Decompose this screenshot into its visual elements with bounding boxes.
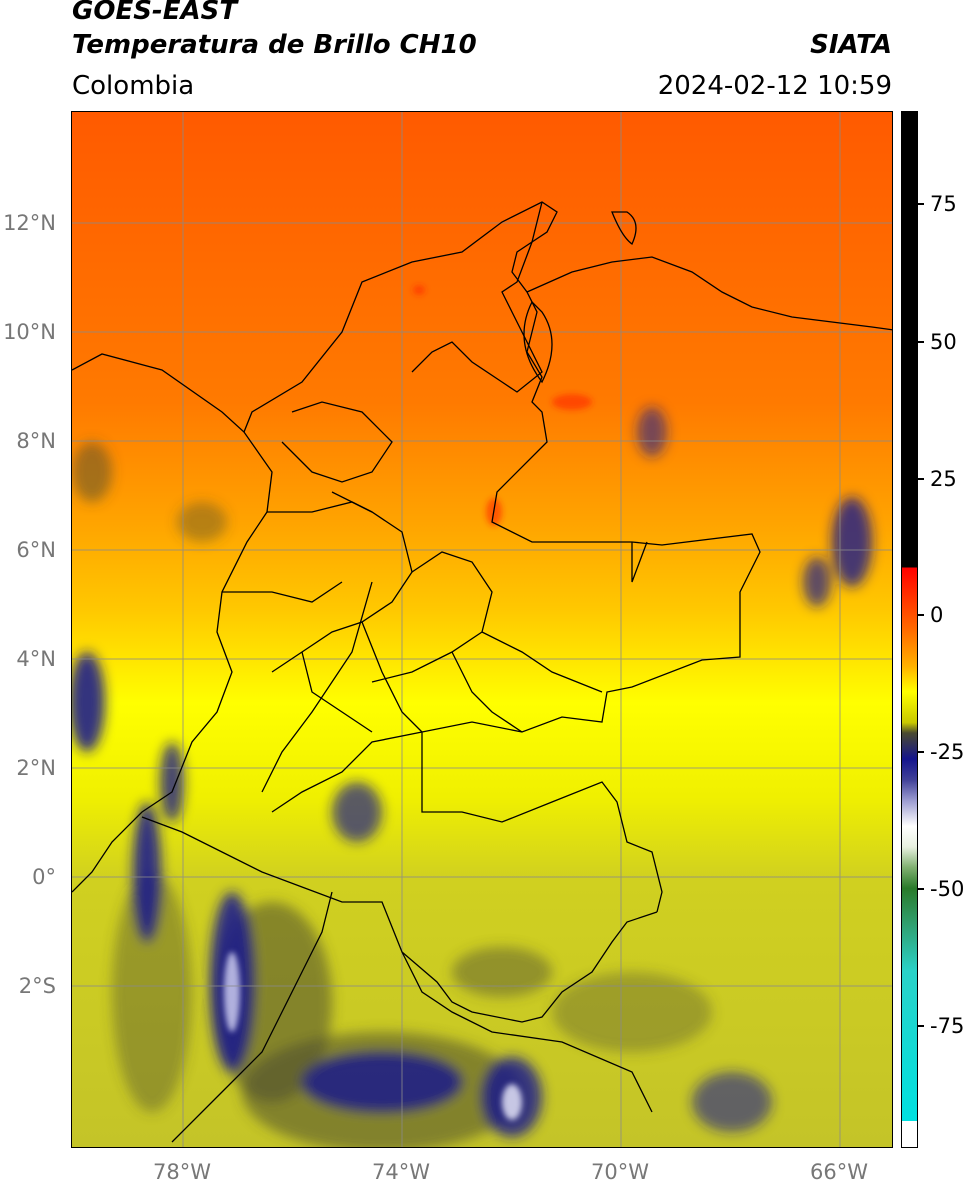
lat-label: 0° <box>32 865 56 889</box>
lon-label: 66°W <box>810 1160 868 1184</box>
colorbar-tick <box>918 478 924 480</box>
lat-label: 4°N <box>16 647 56 671</box>
colorbar-label: 75 <box>930 192 957 216</box>
lat-label: 2°N <box>16 756 56 780</box>
lat-label: 2°S <box>18 974 56 998</box>
cloud-tops <box>224 285 592 1120</box>
colorbar-label: 0 <box>930 603 944 627</box>
lon-label: 70°W <box>591 1160 649 1184</box>
lat-label: 6°N <box>16 538 56 562</box>
satellite-map <box>71 111 893 1148</box>
colorbar-tick <box>918 1025 924 1027</box>
lat-label: 12°N <box>3 211 56 235</box>
borders <box>72 201 892 1143</box>
colorbar-tick <box>918 203 924 205</box>
colorbar-tick <box>918 614 924 616</box>
colorbar-tick <box>918 888 924 890</box>
region-label: Colombia <box>72 71 195 101</box>
map-canvas <box>72 112 892 1147</box>
lat-label: 8°N <box>16 429 56 453</box>
lon-label: 74°W <box>372 1160 430 1184</box>
colorbar-label: -75 <box>930 1014 965 1038</box>
colorbar-label: 25 <box>930 467 957 491</box>
timestamp: 2024-02-12 10:59 <box>657 71 892 101</box>
map-title: GOES-EAST <box>72 0 238 26</box>
brand-label: SIATA <box>810 30 892 60</box>
graticule <box>72 112 892 1147</box>
colorbar-tick <box>918 751 924 753</box>
map-subtitle: Temperatura de Brillo CH10 <box>72 30 477 60</box>
colorbar-tick <box>918 341 924 343</box>
colorbar-label: -50 <box>930 877 965 901</box>
cold-cloud-areas <box>72 407 872 1147</box>
colorbar-label: -25 <box>930 740 965 764</box>
lon-label: 78°W <box>153 1160 211 1184</box>
colorbar <box>901 111 918 1148</box>
lat-label: 10°N <box>3 320 56 344</box>
colorbar-label: 50 <box>930 330 957 354</box>
